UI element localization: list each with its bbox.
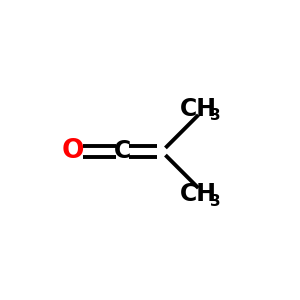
Text: O: O xyxy=(62,139,84,164)
Text: CH: CH xyxy=(180,97,217,121)
Text: C: C xyxy=(114,140,131,164)
Text: 3: 3 xyxy=(210,194,221,209)
Text: 3: 3 xyxy=(210,108,221,123)
Text: CH: CH xyxy=(180,182,217,206)
